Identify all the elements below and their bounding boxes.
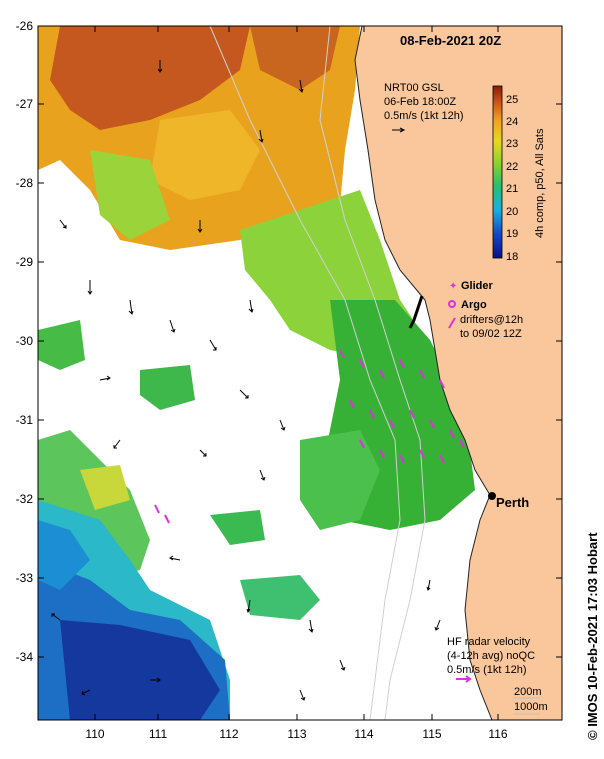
- x-tick-label: 114: [354, 727, 373, 741]
- colorbar-tick: 19: [506, 228, 518, 240]
- y-tick-label: -34: [16, 650, 34, 664]
- x-tick-label: 113: [287, 727, 306, 741]
- map-frame: [37, 25, 563, 721]
- hf-radar-line2: (4-12h avg) noQC: [447, 650, 535, 662]
- colorbar: [492, 85, 503, 259]
- y-tick-label: -26: [16, 19, 34, 33]
- isobath-1000m-label: 1000m: [514, 701, 548, 713]
- colorbar-tick: 20: [506, 206, 518, 218]
- hf-radar-line3: 0.5m/s (1kt 12h): [447, 664, 526, 676]
- colorbar-tick: 25: [506, 94, 518, 106]
- colorbar-tick: 18: [506, 251, 518, 263]
- drifter-legend-line2: to 09/02 12Z: [460, 328, 522, 340]
- argo-legend-label: Argo: [461, 299, 487, 311]
- drifter-legend-icon: [448, 317, 456, 329]
- drifter-legend-line1: drifters@12h: [460, 314, 523, 326]
- hf-radar-line1: HF radar velocity: [447, 636, 531, 648]
- glider-legend-icon: ✦: [449, 281, 457, 292]
- isobath-200m-label: 200m: [514, 686, 542, 698]
- land-mass: [354, 25, 563, 721]
- velocity-arrows: [51, 60, 441, 701]
- y-tick-label: -27: [16, 97, 34, 111]
- y-tick-label: -32: [16, 492, 34, 506]
- x-tick-label: 112: [219, 727, 238, 741]
- y-tick-label: -28: [16, 176, 34, 190]
- credit-text: © IMOS 10-Feb-2021 17:03 Hobart: [585, 532, 600, 740]
- y-axis-ticks: [38, 25, 562, 658]
- x-tick-label: 110: [85, 727, 104, 741]
- perth-label: Perth: [496, 495, 529, 510]
- map-title: 08-Feb-2021 20Z: [400, 33, 501, 48]
- colorbar-tick: 22: [506, 161, 518, 173]
- x-axis-labels: 110 111 112 113 114 115 116: [85, 727, 507, 741]
- hf-radar-scale-arrow: [456, 675, 472, 683]
- sst-product-line2: 06-Feb 18:00Z: [384, 96, 456, 108]
- x-tick-label: 111: [149, 727, 168, 741]
- colorbar-ticks: 25 24 23 22 21 20 19 18: [506, 94, 518, 263]
- glider-track: [408, 295, 424, 329]
- colorbar-label: 4h comp, p50, All Sats: [534, 128, 546, 238]
- sst-product-line1: NRT00 GSL: [384, 82, 444, 94]
- colorbar-tick: 21: [506, 183, 518, 195]
- colorbar-tick: 24: [506, 116, 518, 128]
- y-tick-label: -30: [16, 334, 34, 348]
- colorbar-tick: 23: [506, 138, 518, 150]
- y-tick-label: -29: [16, 255, 34, 269]
- y-tick-label: -33: [16, 571, 34, 585]
- sst-product-line3: 0.5m/s (1kt 12h): [384, 110, 463, 122]
- x-tick-label: 116: [488, 727, 507, 741]
- x-axis-ticks: [94, 26, 499, 720]
- drifter-tracks: [154, 349, 465, 524]
- y-axis-labels: -26 -27 -28 -29 -30 -31 -32 -33 -34: [16, 19, 34, 664]
- x-tick-label: 115: [422, 727, 441, 741]
- y-tick-label: -31: [16, 413, 34, 427]
- argo-legend-icon: [448, 300, 456, 308]
- sst-scale-arrow: [392, 127, 406, 133]
- glider-legend-label: Glider: [461, 280, 494, 292]
- perth-marker: [488, 492, 496, 500]
